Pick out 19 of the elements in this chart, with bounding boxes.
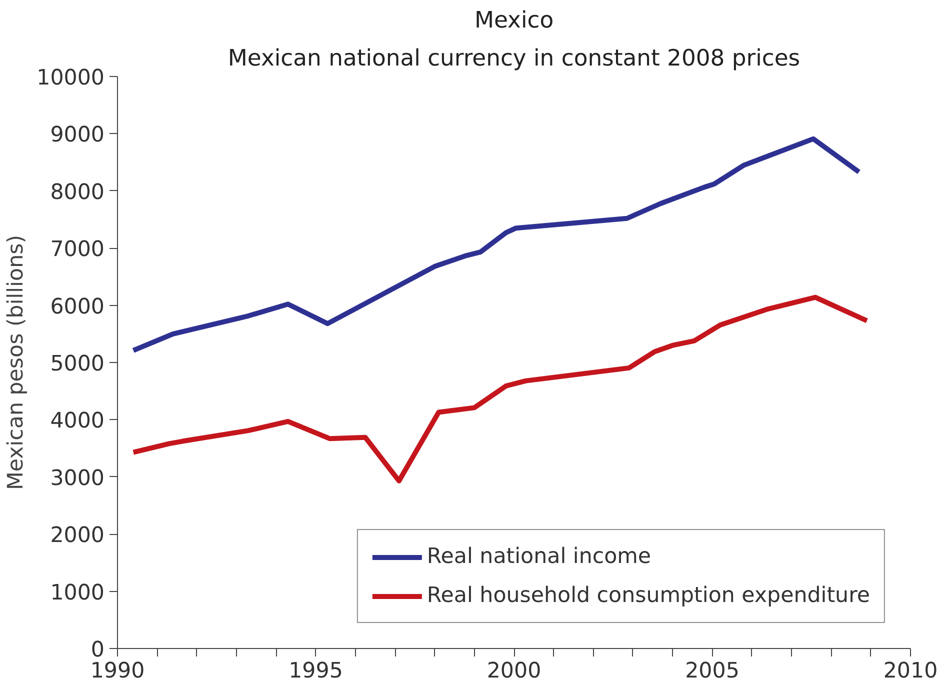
y-tick-label: 5000	[50, 352, 105, 376]
chart-subtitle: Mexican national currency in constant 2008 prices	[228, 46, 800, 72]
legend-label: Real national income	[426, 544, 652, 569]
x-tick-label: 2005	[685, 658, 740, 684]
legend-label: Real household consumption expenditure	[426, 583, 870, 608]
y-tick-label: 10000	[36, 66, 105, 90]
y-tick-label: 3000	[50, 466, 105, 491]
y-tick-label: 6000	[50, 294, 105, 320]
y-tick-label: 8000	[50, 180, 105, 205]
x-tick-label: 2010	[883, 658, 938, 684]
y-tick-label: 2000	[50, 523, 105, 548]
y-axis-title: Mexican pesos (billions)	[4, 234, 29, 490]
y-tick-label: 7000	[50, 237, 105, 262]
y-tick-label: 9000	[50, 122, 105, 148]
x-tick-label: 1995	[288, 658, 343, 684]
y-tick-label: 1000	[50, 580, 105, 606]
chart-title: Mexico	[474, 8, 554, 34]
x-tick-label: 2000	[486, 658, 542, 684]
y-tick-label: 4000	[50, 408, 105, 434]
